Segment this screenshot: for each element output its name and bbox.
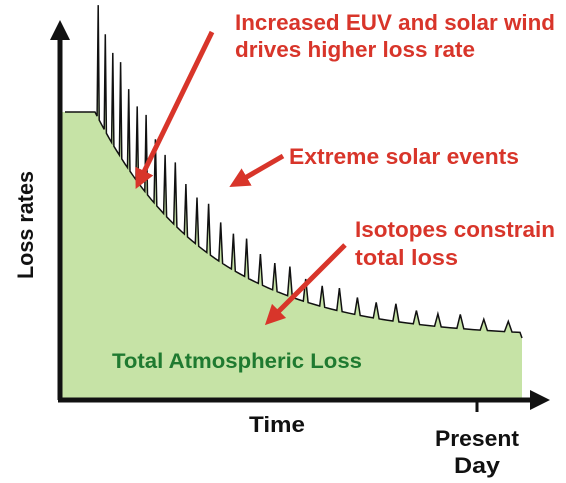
arrow: [264, 243, 347, 326]
x-axis-label: Time: [249, 412, 305, 437]
present-label: Present: [435, 426, 520, 451]
annotation: Extreme solar events: [289, 144, 519, 169]
area-label: Total Atmospheric Loss: [112, 350, 362, 373]
present-label: Day: [454, 453, 501, 478]
loss-curve: [65, 5, 523, 339]
arrow: [135, 30, 215, 189]
annotation: total loss: [355, 245, 458, 270]
annotation: Increased EUV and solar wind: [235, 10, 555, 35]
arrow: [229, 153, 285, 188]
loss-area: [62, 5, 522, 398]
annotation: drives higher loss rate: [235, 37, 475, 62]
annotation: Isotopes constrain: [355, 217, 555, 242]
y-axis-label: Loss rates: [13, 171, 38, 279]
